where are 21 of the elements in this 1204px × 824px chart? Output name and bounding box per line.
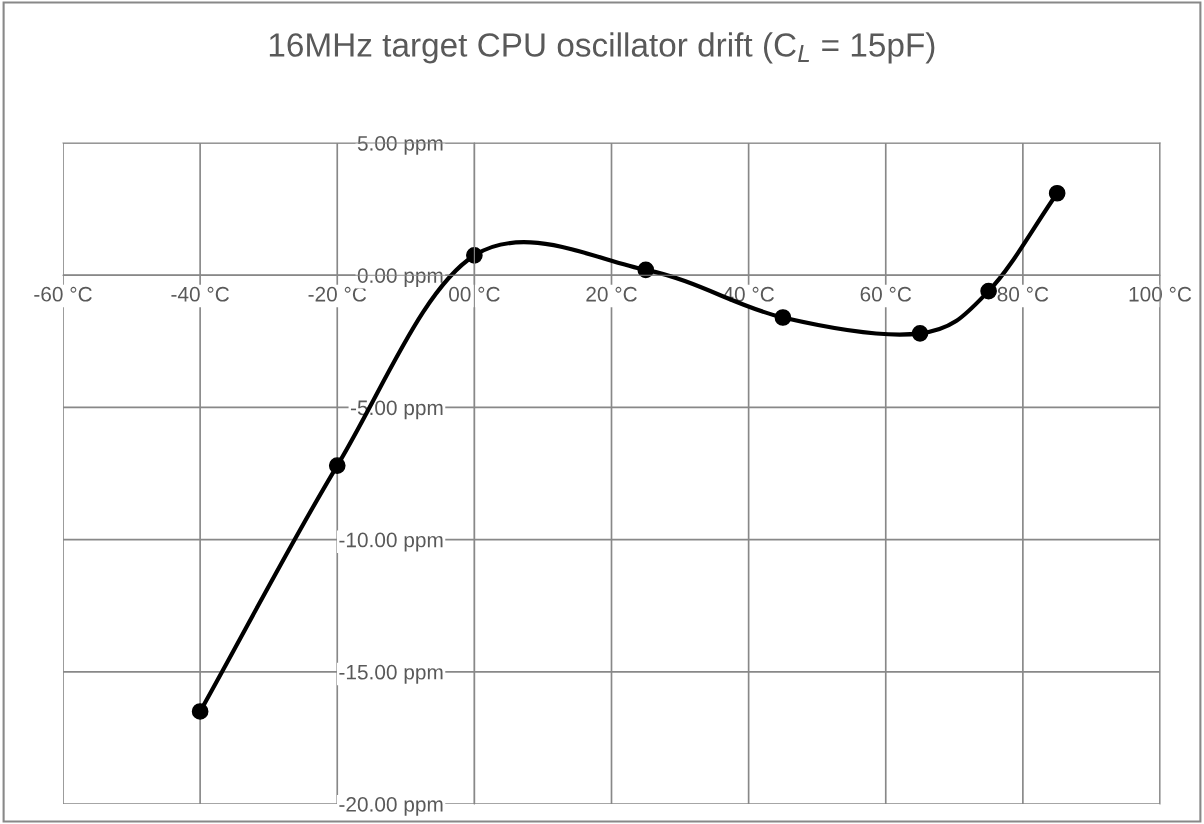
x-tick-label: -60 °C [34,286,92,302]
y-tick-label: 5.00 ppm [357,136,443,155]
point [774,309,792,326]
x-tick-label: 100 °C [1129,286,1192,302]
y-tick-label: -20.00 ppm [339,797,443,816]
x-tick-label: 60 °C [860,286,912,302]
y-tick-label: -10.00 ppm [339,532,443,552]
x-tick-label: 00 °C [449,286,500,302]
chart-title: 16MHz target CPU oscillator drift (C$_{L}$ = 15pF) [269,32,935,64]
y-tick-label: -15.00 ppm [339,664,443,684]
point [911,325,929,342]
point [637,261,655,279]
point [980,282,997,300]
x-tick-label: 20 °C [586,286,637,302]
point [466,247,483,264]
x-tick-label: 80 °C [997,286,1049,302]
y-tick-label: 0.00 ppm [357,268,443,288]
point [1048,184,1066,202]
x-tick-label: -40 °C [171,286,229,302]
point [328,457,346,474]
point [191,703,209,720]
